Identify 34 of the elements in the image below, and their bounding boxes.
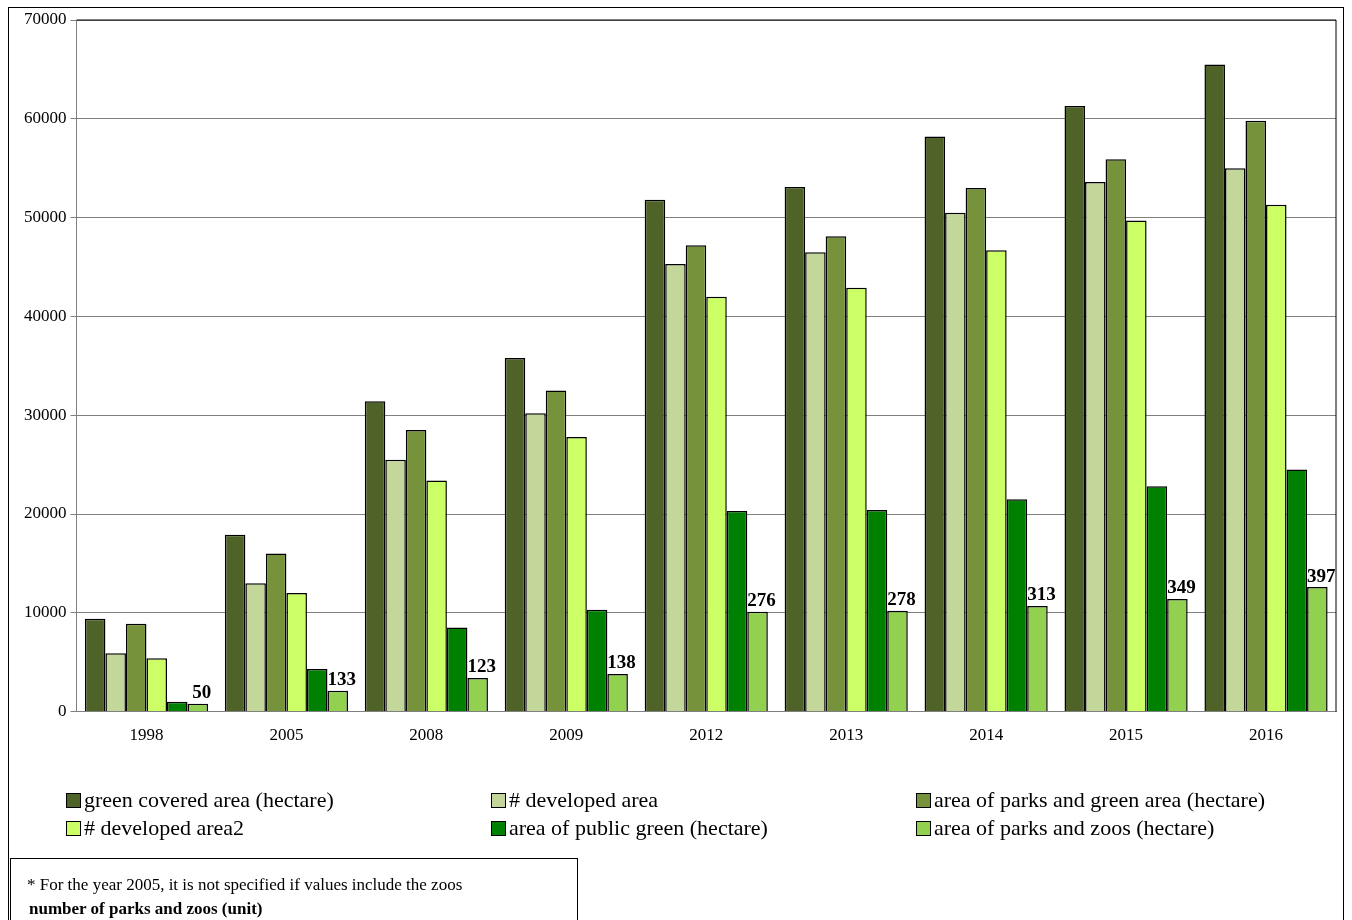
annotation: 50	[192, 681, 212, 703]
text: number of parks and zoos (unit)	[28, 898, 264, 920]
legend-label: area of parks and zoos (hectare)	[934, 814, 1215, 842]
x-tick-label: 2005	[269, 725, 304, 745]
annotation: 138	[607, 651, 636, 673]
x-tick-label: 2012	[689, 725, 724, 745]
x-tick-label: 2016	[1249, 725, 1284, 745]
legend-label: area of parks and green area (hectare)	[934, 786, 1265, 814]
y-tick-label: 70000	[24, 9, 67, 29]
annotation: 133	[327, 668, 356, 690]
legend-label: area of public green (hectare)	[509, 814, 768, 842]
annotation: 123	[467, 655, 496, 677]
legend-label: # developed area	[509, 786, 659, 814]
legend-label: # developed area2	[84, 814, 245, 842]
y-tick-label: 30000	[24, 404, 67, 424]
y-tick-label: 10000	[24, 602, 67, 622]
x-tick-label: 2014	[969, 725, 1004, 745]
legend-label: green covered area (hectare)	[84, 786, 334, 814]
y-tick-label: 20000	[24, 503, 67, 523]
annotation: 278	[887, 588, 916, 610]
x-tick-label: 2008	[409, 725, 444, 745]
y-tick-label: 0	[58, 701, 67, 721]
x-tick-label: 2015	[1109, 725, 1144, 745]
x-tick-label: 2009	[549, 725, 584, 745]
annotation: 349	[1167, 576, 1196, 598]
x-tick-label: 2013	[829, 725, 864, 745]
y-tick-label: 60000	[24, 108, 67, 128]
annotation: 276	[747, 589, 776, 611]
y-tick-label: 40000	[24, 305, 67, 325]
x-tick-label: 1998	[129, 725, 164, 745]
text: * For the year 2005, it is not specified if values include the zoos	[27, 874, 464, 896]
annotation: 397	[1307, 564, 1337, 586]
y-tick-label: 50000	[24, 207, 67, 227]
annotation: 313	[1027, 583, 1056, 605]
